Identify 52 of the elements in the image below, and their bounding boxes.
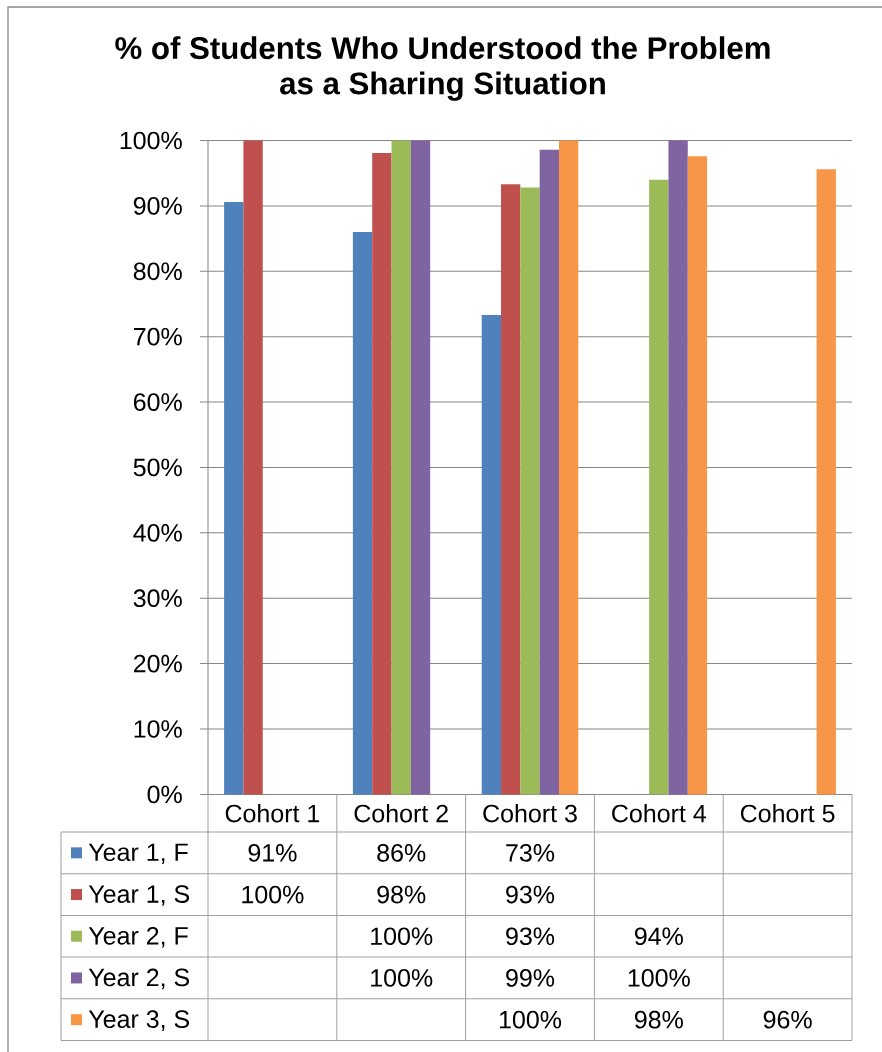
y-tick-label: 20% (133, 654, 182, 673)
data-label: 98% (377, 885, 426, 904)
y-tick-label: 40% (133, 523, 182, 542)
bar (520, 187, 540, 795)
bar (816, 169, 836, 795)
bar (668, 140, 688, 795)
data-label: 91% (248, 843, 297, 862)
legend-label: Year 2, F (88, 926, 188, 948)
y-tick-label: 0% (147, 785, 182, 804)
data-label: 73% (506, 843, 555, 862)
x-tick-label: Cohort 5 (740, 804, 835, 823)
data-label: 100% (371, 927, 433, 946)
y-tick-label: 70% (133, 327, 182, 346)
data-label: 86% (377, 843, 426, 862)
bar (352, 232, 373, 795)
bar (391, 140, 411, 795)
bar (410, 140, 431, 795)
y-tick-label: 50% (133, 458, 182, 477)
bar (539, 149, 559, 795)
bar (481, 315, 502, 795)
data-label: 100% (499, 1010, 562, 1029)
data-label: 100% (371, 969, 433, 987)
legend-label: Year 2, S (88, 968, 190, 990)
bar (687, 156, 708, 795)
x-tick-label: Cohort 2 (354, 804, 448, 823)
chart-title: % of Students Who Understood the Problem as a Sharing Situation (115, 36, 770, 101)
y-tick-label: 80% (133, 262, 182, 281)
bar (501, 184, 521, 795)
data-label: 93% (506, 885, 555, 904)
data-label: 94% (634, 927, 683, 946)
y-tick-label: 90% (133, 197, 182, 215)
data-label: 93% (506, 927, 555, 946)
legend-label: Year 1, S (88, 885, 190, 906)
y-tick-label: 60% (133, 393, 182, 411)
bar (224, 201, 244, 795)
y-tick-label: 10% (134, 720, 182, 738)
data-label: 99% (506, 969, 555, 987)
data-label: 100% (628, 969, 690, 987)
bar (372, 152, 392, 795)
x-tick-label: Cohort 1 (225, 804, 320, 823)
legend-label: Year 3, S (88, 1010, 190, 1031)
bar (558, 140, 579, 795)
x-tick-label: Cohort 4 (612, 804, 706, 823)
y-tick-label: 100% (120, 131, 182, 150)
y-tick-label: 30% (133, 589, 182, 608)
legend-label: Year 1, F (88, 843, 188, 865)
data-label: 98% (634, 1010, 683, 1029)
data-label: 100% (242, 885, 304, 904)
bar (243, 140, 263, 795)
x-tick-label: Cohort 3 (483, 804, 577, 823)
data-label: 96% (763, 1010, 812, 1029)
bar (649, 179, 669, 795)
